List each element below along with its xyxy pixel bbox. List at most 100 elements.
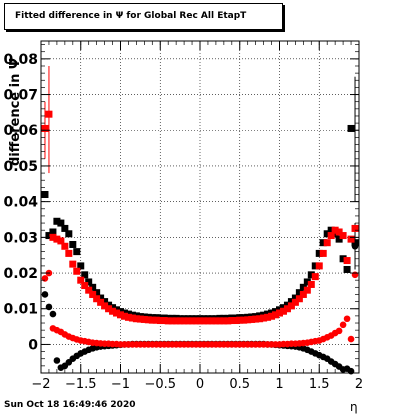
x-tick-label: −2 — [31, 377, 50, 392]
data-point — [244, 316, 252, 324]
data-point — [220, 317, 228, 325]
data-point — [287, 298, 295, 306]
data-point — [339, 255, 347, 263]
data-point — [343, 315, 351, 323]
x-tick-label: −1 — [111, 377, 130, 392]
data-point — [69, 240, 77, 248]
data-point — [160, 317, 168, 325]
data-point — [81, 271, 89, 279]
data-point — [120, 312, 128, 320]
data-point — [73, 267, 81, 275]
data-point — [279, 307, 287, 315]
data-point — [347, 335, 355, 343]
x-tick-label: −0.5 — [144, 377, 176, 392]
data-point — [347, 235, 355, 243]
data-point — [272, 311, 280, 319]
data-point — [351, 271, 359, 279]
data-point — [128, 314, 136, 322]
data-point — [61, 224, 69, 232]
y-tick-label: 0.03 — [3, 230, 38, 246]
data-point — [164, 317, 172, 325]
data-point — [315, 249, 323, 257]
data-point — [279, 304, 287, 312]
data-point — [236, 316, 244, 324]
data-point — [283, 305, 291, 313]
y-tick-label: 0.07 — [3, 88, 38, 104]
data-point — [132, 315, 140, 323]
data-point — [307, 280, 315, 288]
tick-label-layer: −2 −1.5 −1 −0.5 0 0.5 1 1.5 2 0 0.01 0.02 0.03 0.04 0.… — [3, 52, 363, 392]
data-point — [85, 286, 93, 294]
data-point — [299, 283, 307, 291]
data-point — [276, 309, 283, 317]
data-point — [180, 317, 188, 325]
data-point — [53, 217, 61, 225]
x-tick-label: 2 — [355, 377, 363, 392]
series-1 — [41, 110, 359, 325]
data-point — [228, 317, 236, 325]
data-point — [49, 228, 57, 236]
data-point — [81, 282, 89, 290]
data-point — [77, 262, 85, 270]
data-point — [252, 315, 260, 323]
data-point — [331, 230, 339, 238]
data-point — [188, 317, 196, 325]
data-point — [327, 232, 335, 240]
data-point — [196, 317, 204, 325]
data-point — [347, 124, 355, 132]
data-point — [49, 310, 57, 318]
y-axis-label: difference in Ψ — [8, 58, 23, 166]
data-point — [351, 242, 359, 250]
data-point — [200, 317, 208, 325]
y-tick-label: 0.01 — [3, 302, 38, 318]
data-point — [307, 271, 315, 279]
data-point — [168, 317, 176, 325]
data-point — [124, 313, 132, 321]
data-point — [97, 298, 105, 306]
data-point — [319, 249, 327, 257]
data-point — [256, 315, 264, 323]
tick-layer — [40, 41, 360, 373]
chart-title-box: Fitted difference in Ψ for Global Rec Al… — [4, 3, 283, 30]
data-point — [140, 315, 148, 323]
data-point — [335, 228, 343, 236]
data-point — [303, 286, 311, 294]
x-tick-label: 0 — [196, 377, 204, 392]
data-point — [323, 230, 331, 238]
data-point — [53, 235, 61, 243]
timestamp-footer: Sun Oct 18 16:49:46 2020 — [4, 400, 136, 410]
y-tick-label: 0.08 — [3, 52, 38, 68]
data-point — [136, 315, 144, 323]
data-point — [45, 303, 53, 311]
data-point — [156, 317, 164, 325]
x-axis-label: η — [350, 400, 358, 414]
data-point — [287, 302, 295, 310]
x-tick-label: 1 — [275, 377, 283, 392]
data-point — [335, 235, 343, 243]
data-point — [65, 230, 73, 238]
data-point — [303, 278, 311, 286]
data-point — [184, 317, 192, 325]
data-point — [343, 265, 351, 273]
data-point — [93, 289, 101, 297]
series-3 — [41, 269, 359, 348]
data-point — [45, 232, 53, 240]
data-point — [216, 317, 224, 325]
data-point — [117, 311, 124, 319]
data-point — [299, 290, 307, 298]
data-point — [339, 232, 347, 240]
data-point — [327, 226, 335, 234]
y-tick-label: 0.04 — [3, 195, 38, 211]
y-tick-label: 0.05 — [3, 159, 38, 175]
marker-layer — [41, 110, 359, 375]
data-point — [331, 226, 339, 234]
data-point — [268, 312, 276, 320]
y-tick-label: 0 — [28, 337, 38, 353]
data-point — [339, 321, 347, 329]
data-point — [152, 316, 160, 324]
data-point — [295, 295, 303, 303]
y-tick-label: 0.02 — [3, 266, 38, 282]
data-point — [208, 317, 216, 325]
data-point — [109, 304, 117, 312]
data-point — [41, 124, 49, 132]
